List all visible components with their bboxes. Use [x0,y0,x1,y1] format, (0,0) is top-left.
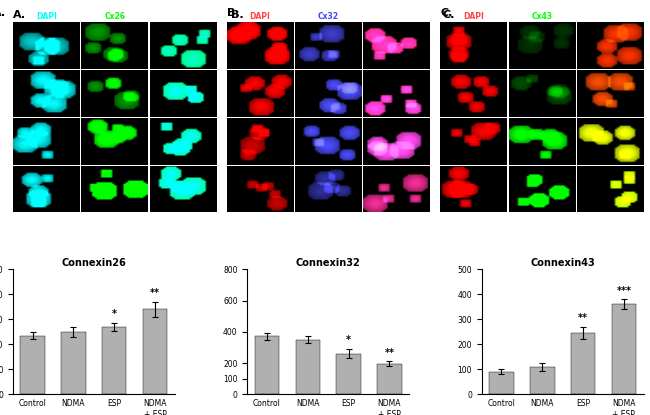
Text: Merge: Merge [170,12,197,21]
Text: ***: *** [616,286,631,295]
Text: DAPI: DAPI [250,12,270,21]
Text: B.: B. [231,10,243,20]
Text: Cx32: Cx32 [318,12,339,21]
Text: Merge: Merge [383,12,410,21]
Title: Connexin32: Connexin32 [296,259,361,269]
Bar [571,333,595,394]
Bar [612,304,636,394]
Text: *: * [346,335,351,345]
Text: DAPI: DAPI [36,12,57,21]
Title: Connexin43: Connexin43 [530,259,595,269]
Text: *: * [112,309,117,319]
Text: A.: A. [0,8,6,18]
Bar [255,337,280,394]
Text: Cx26: Cx26 [104,12,125,21]
Bar [61,332,86,394]
Bar [489,372,514,394]
Bar [102,327,127,394]
Bar [530,367,554,394]
Bar [377,364,402,394]
Bar [143,309,167,394]
Text: DAPI: DAPI [463,12,484,21]
Y-axis label: ESP: ESP [0,138,10,144]
Text: **: ** [578,313,588,323]
Y-axis label: NDMA
+ ESP: NDMA + ESP [0,183,10,195]
Y-axis label: NDMA: NDMA [0,90,10,96]
Bar [296,339,320,394]
Bar [20,335,45,394]
Text: B.: B. [227,8,239,18]
Text: C.: C. [440,8,452,18]
Text: Merge: Merge [597,12,624,21]
Bar [337,354,361,394]
Text: Cx43: Cx43 [531,12,552,21]
Text: A.: A. [13,10,26,20]
Text: C.: C. [442,10,454,20]
Text: **: ** [385,348,395,358]
Title: Connexin26: Connexin26 [62,259,126,269]
Text: **: ** [150,288,160,298]
Y-axis label: Control: Control [0,42,10,49]
